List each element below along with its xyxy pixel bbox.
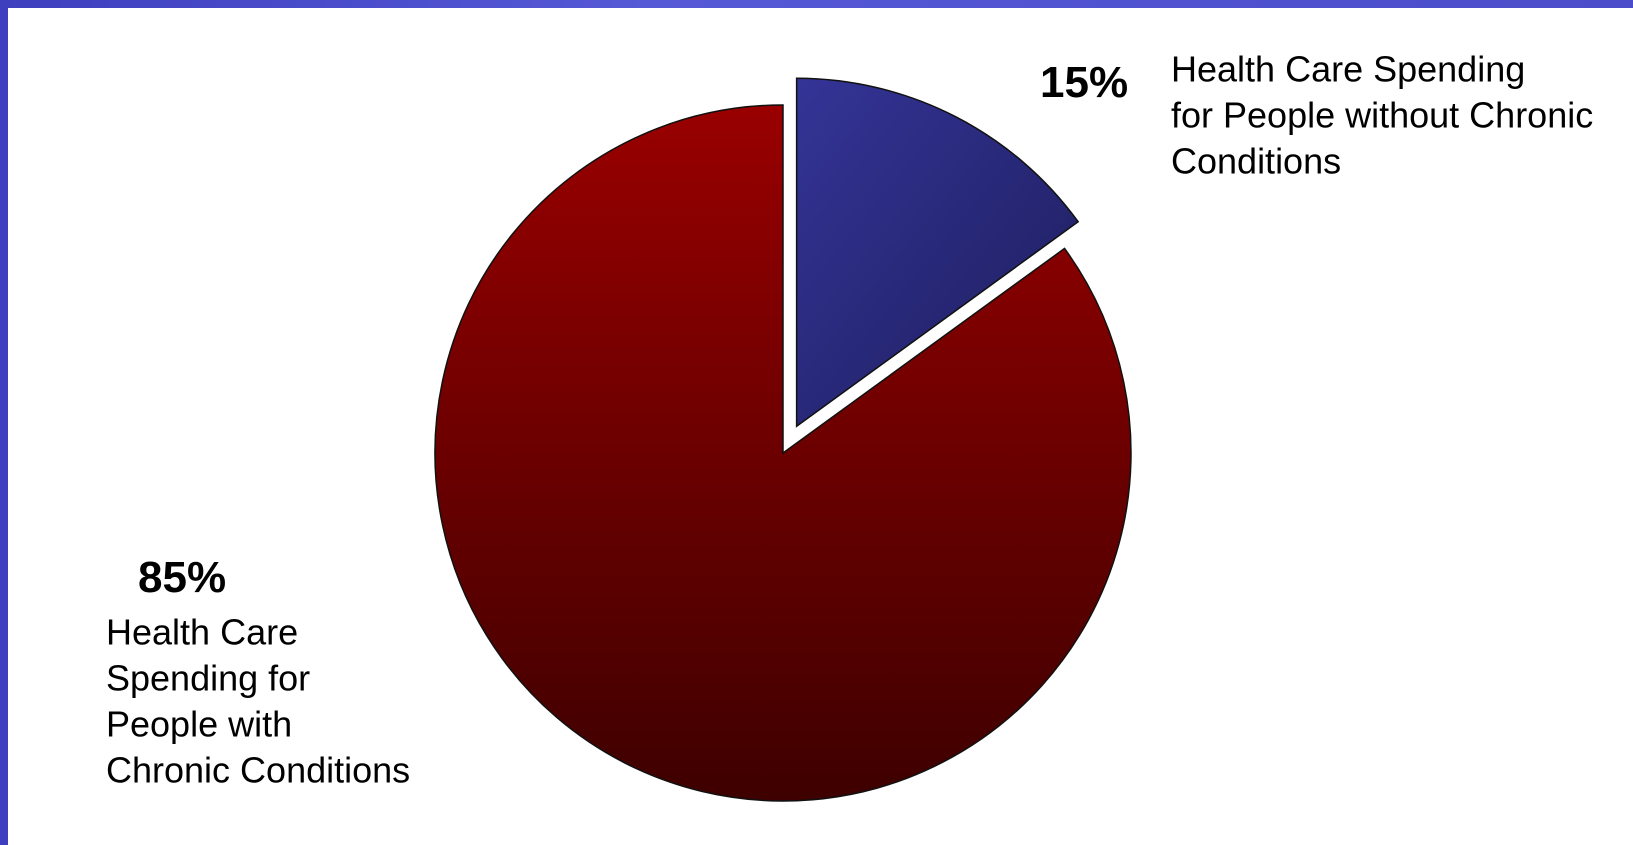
slice-label-line: People with — [106, 703, 292, 744]
percent-label-with-chronic: 85% — [138, 553, 226, 602]
slice-label-line: Chronic Conditions — [106, 749, 410, 790]
slice-label-line: Health Care — [106, 611, 298, 652]
chart-area: 15% Health Care Spending for People withou… — [8, 8, 1633, 845]
pie-chart: 15% Health Care Spending for People withou… — [106, 48, 1593, 802]
pie-slice-without-chronic — [795, 77, 1080, 428]
slice-label-line: Conditions — [1171, 140, 1341, 181]
slice-label-line: Health Care Spending — [1171, 48, 1525, 89]
slice-label-line: for People without Chronic — [1171, 94, 1593, 135]
slice-label-line: Spending for — [106, 657, 310, 698]
pie-slice-with-chronic — [434, 104, 1132, 802]
percent-label-without-chronic: 15% — [1040, 58, 1128, 107]
